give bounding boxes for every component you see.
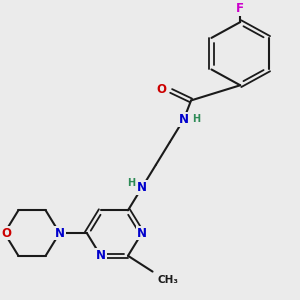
Text: N: N	[96, 249, 106, 262]
Text: N: N	[179, 113, 189, 126]
Text: N: N	[137, 226, 147, 240]
Text: N: N	[137, 181, 147, 194]
Text: CH₃: CH₃	[158, 275, 178, 285]
Text: H: H	[127, 178, 135, 188]
Text: N: N	[55, 226, 64, 240]
Text: O: O	[157, 83, 167, 96]
Text: H: H	[192, 114, 200, 124]
Text: O: O	[1, 226, 11, 240]
Text: F: F	[236, 2, 244, 15]
